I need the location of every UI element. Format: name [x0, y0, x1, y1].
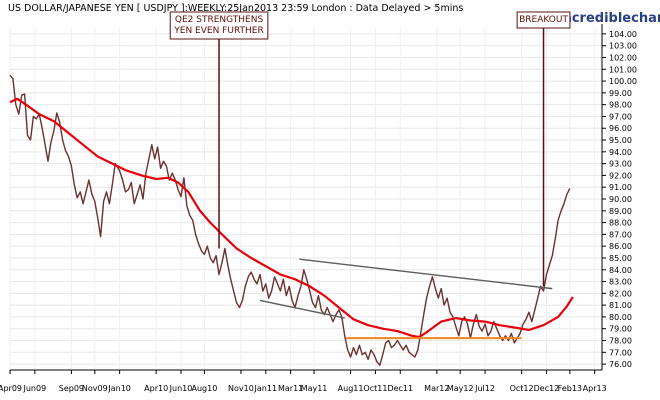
y-tick-label: 77.00 — [609, 348, 632, 357]
x-tick-label: Apr13 — [583, 384, 607, 393]
y-tick-label: 78.00 — [609, 337, 632, 346]
y-tick-label: 79.00 — [609, 325, 632, 334]
x-tick-label: Mar12 — [424, 384, 449, 393]
trendlines — [259, 258, 553, 340]
y-tick-label: 97.00 — [609, 112, 632, 121]
gridlines — [9, 28, 602, 370]
y-tick-label: 93.00 — [609, 160, 632, 169]
x-tick-label: May12 — [447, 384, 474, 393]
y-tick-label: 90.00 — [609, 195, 632, 204]
y-tick-label: 76.00 — [609, 360, 632, 369]
y-tick-label: 94.00 — [609, 148, 632, 157]
x-tick-label: Jan11 — [254, 384, 278, 393]
series-lines — [9, 74, 574, 366]
y-tick-label: 102.00 — [609, 53, 637, 62]
y-tick-label: 100.00 — [609, 77, 637, 86]
x-tick-label: Oct12 — [510, 384, 534, 393]
x-tick-label: Dec12 — [534, 384, 560, 393]
price-series-line — [9, 74, 571, 366]
moving-average-line — [9, 97, 574, 339]
x-tick-label: Aug10 — [192, 384, 218, 393]
x-tick-label: Nov09 — [82, 384, 108, 393]
x-tick-label: Mar11 — [278, 384, 303, 393]
y-tick-label: 89.00 — [609, 207, 632, 216]
y-tick-label: 85.00 — [609, 254, 632, 263]
x-tick-label: May11 — [301, 384, 328, 393]
x-tick-label: Apr10 — [144, 384, 168, 393]
y-axis-ticks: 104.00 103.00 102.00 101.00 100.00 99.00 98.00… — [602, 30, 637, 369]
y-tick-label: 104.00 — [609, 30, 637, 39]
x-tick-label: Sep09 — [59, 384, 84, 393]
y-tick-label: 86.00 — [609, 242, 632, 251]
y-tick-label: 82.00 — [609, 289, 632, 298]
y-tick-label: 101.00 — [609, 65, 637, 74]
y-tick-label: 92.00 — [609, 171, 632, 180]
x-tick-label: Oct11 — [363, 384, 387, 393]
annotation-text: BREAKOUT — [519, 15, 568, 25]
x-tick-label: Nov10 — [228, 384, 254, 393]
y-tick-label: 103.00 — [609, 42, 637, 51]
y-tick-label: 84.00 — [609, 266, 632, 275]
y-tick-label: 91.00 — [609, 183, 632, 192]
x-tick-label: Apr09 — [0, 384, 22, 393]
x-tick-label: Jan10 — [107, 384, 131, 393]
x-tick-label: Dec11 — [387, 384, 413, 393]
axes — [10, 24, 603, 371]
trendline — [299, 258, 553, 290]
y-tick-label: 80.00 — [609, 313, 632, 322]
trendline — [259, 299, 345, 319]
y-tick-label: 87.00 — [609, 230, 632, 239]
y-tick-label: 98.00 — [609, 101, 632, 110]
x-tick-label: Aug11 — [338, 384, 364, 393]
y-tick-label: 81.00 — [609, 301, 632, 310]
y-tick-label: 83.00 — [609, 278, 632, 287]
chart-title: US DOLLAR/JAPANESE YEN [ USDJPY ]:WEEKLY… — [8, 3, 463, 14]
y-tick-label: 96.00 — [609, 124, 632, 133]
y-tick-label: 99.00 — [609, 89, 632, 98]
annotation-text: YEN EVEN FURTHER — [173, 26, 263, 36]
y-tick-label: 95.00 — [609, 136, 632, 145]
x-tick-label: Jun09 — [23, 384, 47, 393]
annotation-text: QE2 STRENGTHENS — [175, 15, 264, 25]
x-tick-label: Feb13 — [558, 384, 582, 393]
x-tick-label: Jul12 — [474, 384, 495, 393]
y-tick-label: 88.00 — [609, 219, 632, 228]
x-tick-label: Jun10 — [169, 384, 193, 393]
